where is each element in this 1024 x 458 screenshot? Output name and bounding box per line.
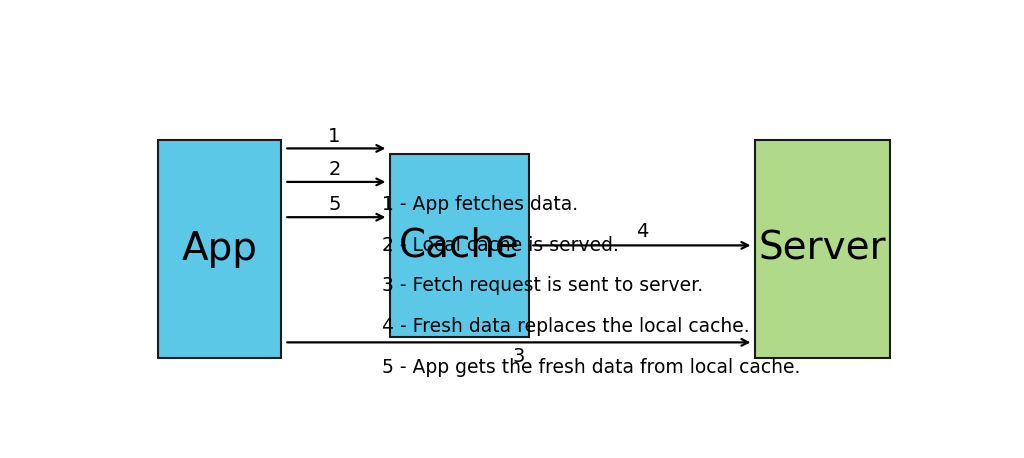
- Text: 1 - App fetches data.: 1 - App fetches data.: [382, 196, 579, 214]
- Text: 4 - Fresh data replaces the local cache.: 4 - Fresh data replaces the local cache.: [382, 317, 750, 336]
- Text: Server: Server: [759, 230, 886, 268]
- Bar: [755, 140, 890, 358]
- Text: 2 - Local cache is served.: 2 - Local cache is served.: [382, 236, 618, 255]
- Text: App: App: [181, 230, 258, 268]
- Text: 3: 3: [512, 347, 524, 366]
- Text: 5: 5: [328, 196, 341, 214]
- Bar: [390, 154, 528, 337]
- Bar: [158, 140, 282, 358]
- Text: 4: 4: [636, 223, 648, 241]
- Text: 2: 2: [328, 160, 341, 179]
- Text: 1: 1: [328, 126, 341, 146]
- Text: 3 - Fetch request is sent to server.: 3 - Fetch request is sent to server.: [382, 277, 703, 295]
- Text: 5 - App gets the fresh data from local cache.: 5 - App gets the fresh data from local c…: [382, 358, 801, 376]
- Text: Cache: Cache: [399, 226, 520, 264]
